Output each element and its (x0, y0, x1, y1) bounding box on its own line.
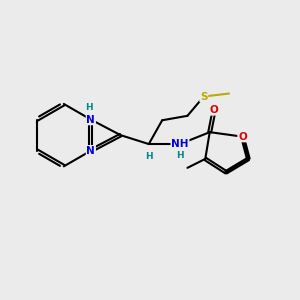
Text: H: H (85, 103, 93, 112)
Text: N: N (86, 146, 95, 156)
Text: H: H (145, 152, 153, 161)
Text: N: N (86, 115, 95, 124)
Text: O: O (238, 132, 247, 142)
Text: S: S (200, 92, 208, 101)
Text: H: H (176, 152, 184, 160)
Text: NH: NH (171, 139, 189, 149)
Text: O: O (210, 105, 219, 115)
